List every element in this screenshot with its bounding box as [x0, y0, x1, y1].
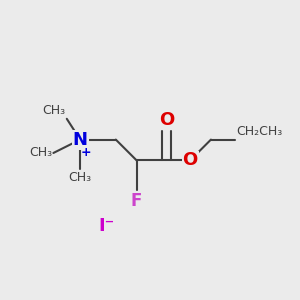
- Text: CH₃: CH₃: [29, 146, 52, 160]
- Text: O: O: [182, 152, 198, 169]
- Text: F: F: [131, 192, 142, 210]
- Text: O: O: [159, 111, 174, 129]
- Text: N: N: [73, 130, 88, 148]
- Text: +: +: [81, 146, 92, 160]
- Text: CH₃: CH₃: [42, 104, 65, 117]
- Text: CH₃: CH₃: [69, 171, 92, 184]
- Text: CH₂CH₃: CH₂CH₃: [236, 125, 282, 138]
- Text: I⁻: I⁻: [99, 217, 115, 235]
